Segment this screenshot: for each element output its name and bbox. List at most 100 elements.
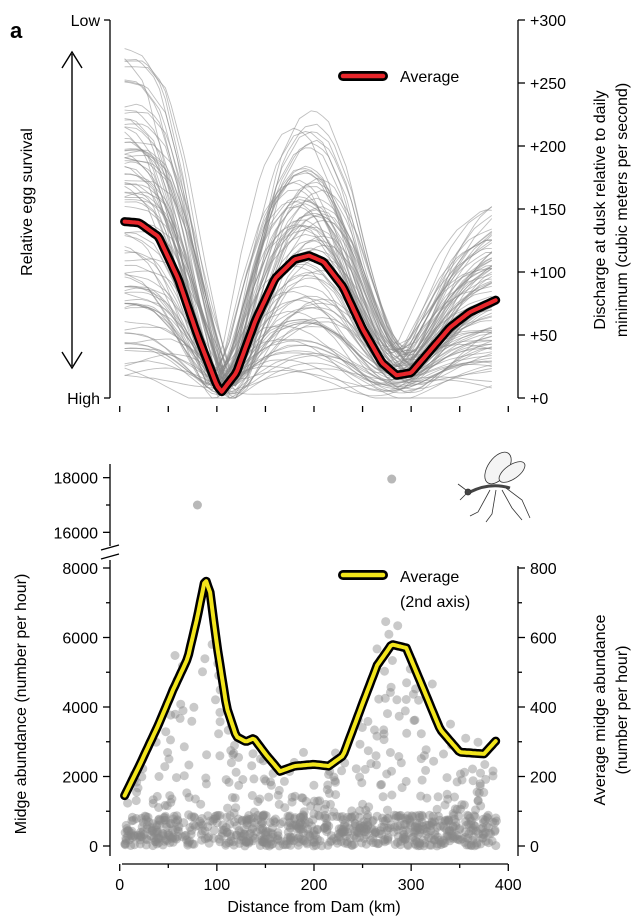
data-point <box>320 810 330 820</box>
data-point <box>362 813 372 822</box>
data-point <box>361 805 371 815</box>
data-point <box>342 837 352 846</box>
right-tick-label: 800 <box>530 561 557 578</box>
data-point <box>285 832 295 842</box>
data-point <box>283 827 293 837</box>
data-point <box>300 836 310 846</box>
data-point <box>312 834 322 844</box>
data-point <box>436 837 446 847</box>
data-point <box>324 788 334 798</box>
average-abundance-line <box>122 579 498 798</box>
data-point <box>313 803 322 813</box>
data-point <box>164 754 174 764</box>
data-point <box>239 835 249 845</box>
data-point <box>200 834 210 844</box>
data-point <box>462 810 472 820</box>
simulation-line <box>124 81 493 390</box>
data-point <box>221 775 231 785</box>
data-point <box>137 832 147 842</box>
data-point <box>355 833 364 842</box>
data-point <box>332 812 342 821</box>
data-point <box>476 768 485 778</box>
data-point <box>295 818 305 828</box>
data-point <box>480 815 490 825</box>
data-point <box>167 834 177 843</box>
data-point <box>415 827 425 837</box>
data-point <box>294 823 304 833</box>
data-point <box>257 835 267 845</box>
data-point <box>435 815 445 825</box>
data-point <box>141 815 151 825</box>
data-point <box>305 832 315 841</box>
data-point <box>184 792 194 802</box>
data-point <box>349 831 359 841</box>
data-point <box>435 821 445 831</box>
data-point <box>189 820 199 830</box>
data-point <box>481 774 491 784</box>
data-point <box>247 761 257 771</box>
data-point <box>225 829 235 839</box>
data-point <box>153 827 163 837</box>
data-point <box>212 811 222 821</box>
outlier-point <box>192 500 202 510</box>
data-point <box>429 835 439 845</box>
data-point <box>307 821 316 831</box>
data-point <box>258 825 268 835</box>
data-point <box>415 839 425 848</box>
data-point <box>160 815 170 825</box>
data-point <box>255 841 265 850</box>
data-point <box>179 771 189 781</box>
data-point <box>403 841 413 851</box>
data-point <box>151 837 161 847</box>
data-point <box>363 746 373 756</box>
top-right-ticks: +0 +50 +100 +150 +200 +250 +300 <box>518 13 566 408</box>
data-point <box>248 749 258 759</box>
data-point <box>173 816 183 826</box>
data-point <box>259 835 269 845</box>
data-point <box>120 840 130 850</box>
data-point <box>481 836 491 846</box>
data-point <box>210 811 220 821</box>
data-point <box>364 802 374 812</box>
panel-label: a <box>10 18 23 43</box>
data-point <box>172 811 182 821</box>
data-point <box>160 811 170 821</box>
data-point <box>226 832 236 842</box>
data-point <box>469 811 479 821</box>
data-point <box>244 814 254 824</box>
data-point <box>355 823 365 833</box>
data-point <box>253 797 263 807</box>
data-point <box>166 819 176 829</box>
data-point <box>445 825 454 835</box>
data-point <box>126 841 136 850</box>
data-point <box>358 799 368 809</box>
data-point <box>368 833 378 843</box>
data-point <box>488 771 498 781</box>
data-point <box>427 817 437 827</box>
data-point <box>350 818 360 828</box>
data-point <box>273 828 283 837</box>
data-point <box>462 840 472 850</box>
data-point <box>392 811 401 821</box>
data-point <box>330 776 340 786</box>
data-point <box>442 831 452 841</box>
data-point <box>322 825 332 835</box>
data-point <box>454 811 464 821</box>
data-point <box>396 836 406 846</box>
data-point <box>382 769 392 779</box>
data-point <box>196 829 206 839</box>
data-point <box>142 820 152 830</box>
data-point <box>129 840 139 850</box>
data-point <box>344 824 354 834</box>
data-point <box>169 811 179 821</box>
data-point <box>261 811 271 821</box>
data-point <box>135 827 145 837</box>
data-point <box>159 813 169 822</box>
data-point <box>152 791 162 801</box>
data-point <box>127 812 137 822</box>
data-point <box>419 841 429 851</box>
data-point <box>202 750 212 760</box>
data-point <box>383 805 392 815</box>
data-point <box>319 823 329 833</box>
data-point <box>393 832 403 842</box>
